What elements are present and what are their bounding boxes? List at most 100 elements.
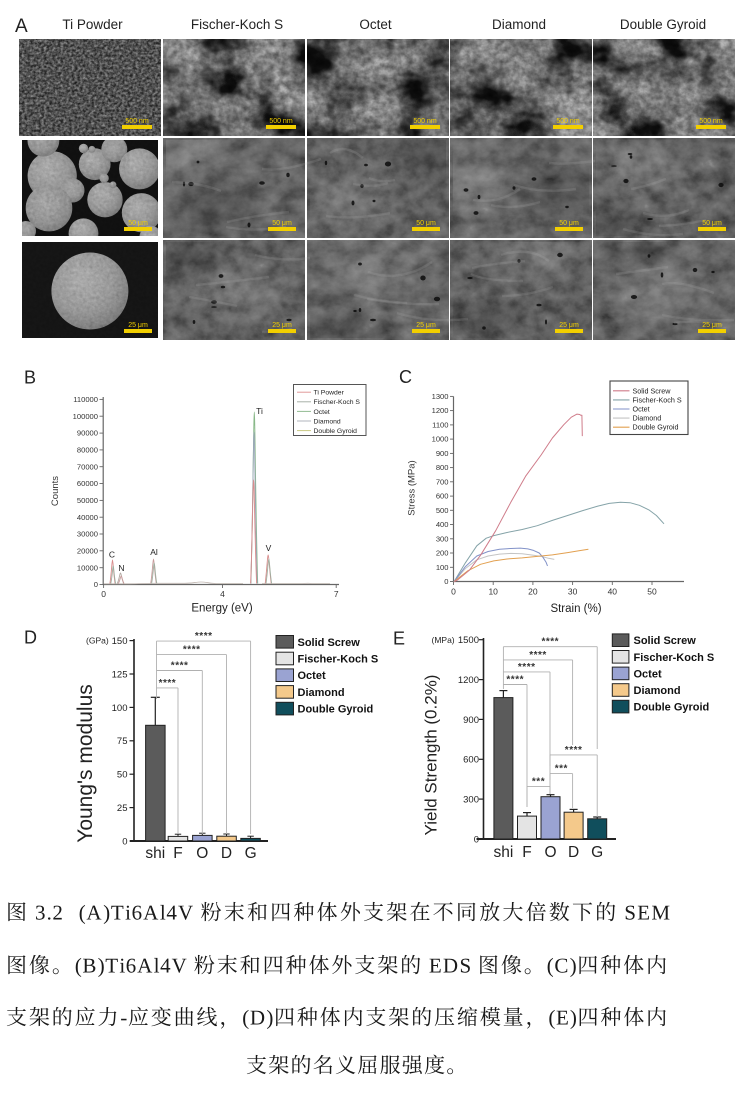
svg-text:(MPa): (MPa): [432, 635, 455, 645]
svg-text:C: C: [109, 550, 115, 560]
svg-text:Solid Screw: Solid Screw: [634, 635, 697, 647]
svg-text:0: 0: [444, 577, 448, 586]
svg-text:G: G: [245, 845, 257, 862]
svg-text:75: 75: [117, 736, 128, 747]
svg-text:Solid Screw: Solid Screw: [298, 637, 361, 649]
svg-text:80000: 80000: [77, 446, 98, 455]
svg-text:50 μm: 50 μm: [702, 220, 722, 227]
svg-text:1500: 1500: [458, 635, 479, 646]
svg-text:Fischer-Koch S: Fischer-Koch S: [298, 654, 379, 666]
svg-text:7: 7: [334, 589, 339, 599]
svg-text:O: O: [196, 845, 208, 862]
svg-text:30000: 30000: [77, 530, 98, 539]
svg-text:150: 150: [112, 636, 128, 647]
svg-text:100: 100: [112, 703, 128, 714]
svg-text:Octet: Octet: [359, 17, 392, 32]
svg-text:Fischer-Koch S: Fischer-Koch S: [633, 395, 682, 404]
svg-text:Strain (%): Strain (%): [550, 603, 601, 615]
svg-text:****: ****: [506, 675, 524, 686]
svg-text:Octet: Octet: [633, 405, 650, 414]
svg-text:Counts: Counts: [50, 476, 61, 506]
svg-text:****: ****: [565, 745, 583, 756]
svg-text:Diamond: Diamond: [314, 418, 341, 425]
svg-text:50 μm: 50 μm: [416, 220, 436, 227]
svg-text:Double Gyroid: Double Gyroid: [314, 428, 358, 435]
svg-text:Diamond: Diamond: [634, 685, 681, 697]
svg-text:500 nm: 500 nm: [413, 118, 437, 125]
svg-text:Ti Powder: Ti Powder: [62, 17, 123, 32]
svg-text:1100: 1100: [432, 421, 448, 430]
svg-text:Octet: Octet: [298, 670, 326, 682]
svg-text:****: ****: [529, 650, 547, 661]
svg-text:O: O: [544, 844, 556, 861]
svg-text:shi: shi: [145, 845, 165, 862]
svg-text:20: 20: [528, 587, 538, 597]
svg-text:300: 300: [463, 795, 479, 806]
svg-text:****: ****: [542, 637, 560, 648]
svg-text:100000: 100000: [73, 412, 98, 421]
svg-text:N: N: [118, 563, 124, 573]
svg-text:(GPa): (GPa): [86, 636, 109, 646]
svg-text:25 μm: 25 μm: [702, 322, 722, 329]
svg-text:50 μm: 50 μm: [272, 220, 292, 227]
svg-text:0: 0: [101, 589, 106, 599]
svg-text:***: ***: [532, 776, 545, 787]
svg-text:25 μm: 25 μm: [128, 322, 148, 329]
svg-text:Fischer-Koch S: Fischer-Koch S: [191, 17, 283, 32]
svg-text:0: 0: [451, 587, 456, 597]
svg-text:600: 600: [436, 492, 449, 501]
svg-text:500 nm: 500 nm: [269, 118, 293, 125]
svg-text:D: D: [221, 845, 232, 862]
svg-text:Ti Powder: Ti Powder: [314, 390, 345, 397]
svg-text:1300: 1300: [432, 392, 449, 401]
svg-text:500 nm: 500 nm: [699, 118, 723, 125]
svg-text:Diamond: Diamond: [633, 414, 662, 423]
svg-text:600: 600: [463, 755, 479, 766]
svg-text:A: A: [15, 16, 28, 37]
svg-text:500 nm: 500 nm: [556, 118, 580, 125]
svg-text:Double Gyroid: Double Gyroid: [634, 702, 710, 714]
svg-text:Energy (eV): Energy (eV): [191, 603, 253, 615]
svg-text:Octet: Octet: [314, 409, 330, 416]
svg-text:Solid Screw: Solid Screw: [633, 386, 672, 395]
svg-text:G: G: [591, 844, 603, 861]
svg-text:D: D: [24, 628, 37, 648]
svg-text:E: E: [393, 629, 405, 649]
svg-text:30: 30: [568, 587, 578, 597]
svg-text:D: D: [568, 844, 579, 861]
svg-text:20000: 20000: [77, 546, 98, 555]
svg-text:800: 800: [436, 463, 449, 472]
svg-text:Double Gyroid: Double Gyroid: [298, 704, 374, 716]
svg-text:Stress (MPa): Stress (MPa): [407, 460, 418, 515]
svg-text:****: ****: [159, 678, 177, 689]
svg-text:700: 700: [436, 477, 449, 486]
svg-text:10: 10: [488, 587, 498, 597]
svg-text:shi: shi: [493, 844, 513, 861]
svg-text:10000: 10000: [77, 563, 98, 572]
svg-text:****: ****: [195, 631, 213, 642]
svg-text:25 μm: 25 μm: [559, 322, 579, 329]
svg-text:0: 0: [474, 834, 479, 845]
svg-text:Octet: Octet: [634, 668, 662, 680]
svg-text:100: 100: [436, 563, 449, 572]
svg-text:Double Gyroid: Double Gyroid: [620, 17, 706, 32]
svg-text:0: 0: [94, 580, 98, 589]
svg-text:25 μm: 25 μm: [416, 322, 436, 329]
svg-text:40000: 40000: [77, 513, 98, 522]
svg-text:****: ****: [518, 662, 536, 673]
svg-text:900: 900: [463, 715, 479, 726]
svg-text:500 nm: 500 nm: [125, 118, 149, 125]
svg-text:1000: 1000: [432, 435, 449, 444]
svg-text:F: F: [173, 845, 182, 862]
svg-text:C: C: [399, 367, 412, 387]
svg-text:25 μm: 25 μm: [272, 322, 292, 329]
svg-text:90000: 90000: [77, 429, 98, 438]
svg-text:40: 40: [608, 587, 618, 597]
svg-text:50: 50: [117, 770, 128, 781]
svg-text:Diamond: Diamond: [298, 687, 345, 699]
svg-text:1200: 1200: [458, 675, 479, 686]
svg-text:500: 500: [436, 506, 449, 515]
svg-text:Yield Strength (0.2%): Yield Strength (0.2%): [422, 675, 441, 836]
svg-text:200: 200: [436, 549, 449, 558]
svg-text:50: 50: [647, 587, 657, 597]
